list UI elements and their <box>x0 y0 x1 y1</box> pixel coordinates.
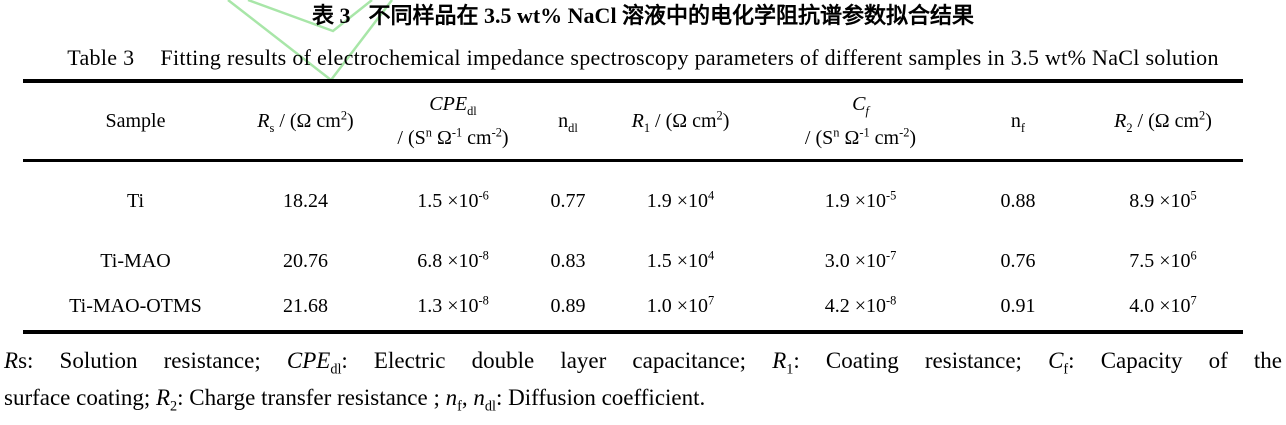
col-header-r2: R2 / (Ω cm2) <box>1083 81 1243 161</box>
cell-r2: 7.5 ×106 <box>1129 248 1197 272</box>
cell-sample: Ti-MAO-OTMS <box>69 294 202 317</box>
col-header-n-dl: ndl <box>543 81 593 161</box>
header-label-line2: / (Sn Ω-1 cm-2) <box>804 125 917 149</box>
cell-sample: Ti-MAO <box>100 250 171 272</box>
cell-r2: 4.0 ×107 <box>1129 292 1197 317</box>
cell-r1: 1.9 ×104 <box>646 188 715 212</box>
table-title-zh-label: 表 3 <box>311 3 351 28</box>
col-header-cf: Cf / (Sn Ω-1 cm-2) <box>768 81 953 161</box>
table-title-en-label: Table 3 <box>67 45 135 70</box>
cell-r2: 8.9 ×105 <box>1129 188 1197 212</box>
footnote-line-1: Rs: Solution resistance; CPEdl: Electric… <box>4 348 1282 378</box>
header-label: Rs / (Ω cm2) <box>257 108 354 135</box>
header-label-line1: CPEdl <box>429 93 477 118</box>
cell-sample: Ti <box>126 189 145 212</box>
cell-r1: 1.5 ×104 <box>646 248 715 272</box>
col-header-r1: R1 / (Ω cm2) <box>593 81 768 161</box>
cell-cpe-dl: 1.5 ×10-6 <box>417 188 489 212</box>
cell-n-f: 0.76 <box>1000 250 1036 272</box>
table-title-zh: 表 3 不同样品在 3.5 wt% NaCl 溶液中的电化学阻抗谱参数拟合结果 <box>0 3 1286 29</box>
col-header-rs: Rs / (Ω cm2) <box>248 81 363 161</box>
header-label: R2 / (Ω cm2) <box>1114 108 1212 135</box>
cell-n-dl: 0.77 <box>550 189 586 212</box>
table-title-en-text: Fitting results of electrochemical imped… <box>160 45 1219 70</box>
table-row-ti-mao: Ti-MAO 20.76 6.8 ×10-8 0.83 1.5 ×104 3.0… <box>23 241 1243 283</box>
table-row-ti-mao-otms: Ti-MAO-OTMS 21.68 1.3 ×10-8 0.89 1.0 ×10… <box>23 283 1243 332</box>
cell-n-dl: 0.83 <box>550 250 586 272</box>
cell-cf: 4.2 ×10-8 <box>824 292 897 317</box>
header-label: Sample <box>105 110 166 132</box>
table-footnote: Rs: Solution resistance; CPEdl: Electric… <box>4 342 1282 416</box>
col-header-sample: Sample <box>23 81 248 161</box>
table-title-zh-text: 不同样品在 3.5 wt% NaCl 溶液中的电化学阻抗谱参数拟合结果 <box>368 3 975 28</box>
cell-n-f: 0.88 <box>1000 189 1036 212</box>
cell-rs: 18.24 <box>283 189 328 212</box>
header-label: R1 / (Ω cm2) <box>631 108 730 135</box>
cell-rs: 20.76 <box>283 250 328 272</box>
cell-cf: 1.9 ×10-5 <box>824 188 897 212</box>
footnote-line-2: surface coating; R2: Charge transfer res… <box>4 385 706 415</box>
col-header-n-f: nf <box>953 81 1083 161</box>
cell-cpe-dl: 6.8 ×10-8 <box>417 248 489 272</box>
cell-n-dl: 0.89 <box>550 294 586 317</box>
cell-cpe-dl: 1.3 ×10-8 <box>417 292 489 317</box>
header-label: ndl <box>558 110 578 135</box>
header-label: nf <box>1010 110 1026 135</box>
table-title-en: Table 3 Fitting results of electrochemica… <box>0 45 1286 71</box>
cell-r1: 1.0 ×107 <box>646 292 715 317</box>
table-row-ti: Ti 18.24 1.5 ×10-6 0.77 1.9 ×104 1.9 ×10… <box>23 161 1243 241</box>
header-row: Sample Rs / (Ω cm2) CPEdl / (Sn Ω-1 cm-2… <box>23 81 1243 161</box>
header-label-line1: Cf <box>852 93 869 118</box>
cell-rs: 21.68 <box>283 294 328 317</box>
cell-cf: 3.0 ×10-7 <box>824 248 897 272</box>
col-header-cpe-dl: CPEdl / (Sn Ω-1 cm-2) <box>363 81 543 161</box>
cell-n-f: 0.91 <box>1000 294 1036 317</box>
eis-parameters-table: Sample Rs / (Ω cm2) CPEdl / (Sn Ω-1 cm-2… <box>23 79 1243 334</box>
header-label-line2: / (Sn Ω-1 cm-2) <box>397 125 509 149</box>
